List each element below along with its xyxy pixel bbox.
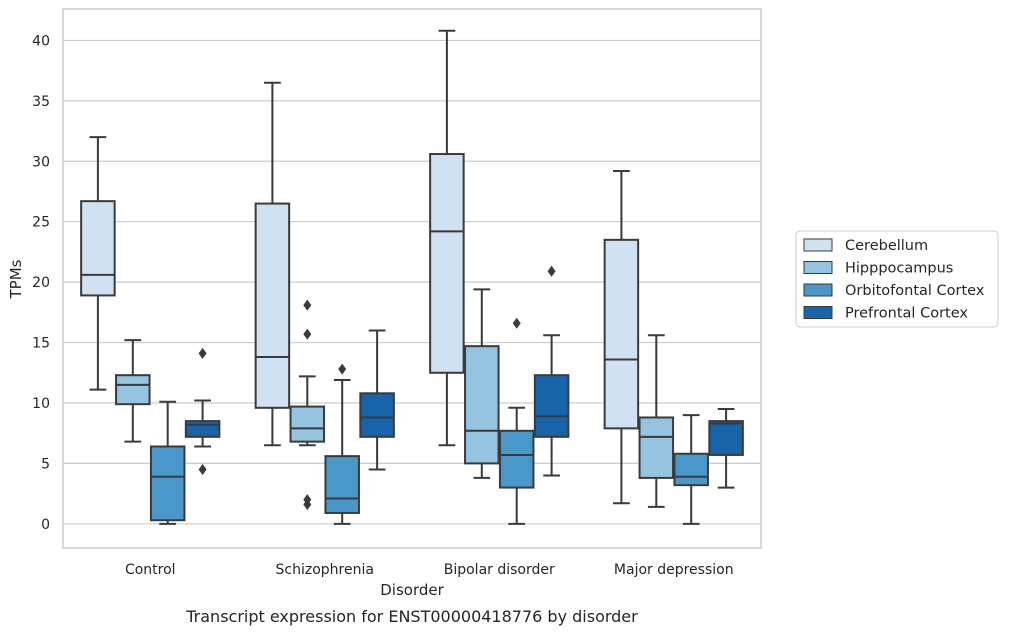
- legend-frame: [795, 230, 999, 328]
- y-axis-title: TPMs: [7, 259, 25, 299]
- plot-frame: [62, 8, 762, 549]
- outlier-point: [512, 317, 521, 329]
- iqr-box: [603, 238, 640, 430]
- legend-swatch: [803, 306, 833, 319]
- y-tick-label: 40: [32, 33, 50, 49]
- iqr-box: [359, 392, 395, 438]
- iqr-box: [464, 345, 500, 465]
- box-3-1: [638, 334, 675, 508]
- y-tick-label: 30: [32, 154, 50, 170]
- box-0-2: [149, 400, 186, 525]
- y-tick-label: 15: [32, 336, 50, 352]
- box-0-1: [115, 339, 151, 443]
- legend: Cerebellum Hipppocampus Orbitofontal Corte…: [795, 230, 999, 328]
- y-tick-label: 5: [41, 456, 50, 472]
- outlier-point: [198, 463, 207, 475]
- box-2-2: [498, 317, 535, 525]
- y-tick-label: 25: [32, 215, 50, 231]
- iqr-box: [533, 374, 570, 438]
- box-1-2: [324, 363, 360, 525]
- x-axis-title: Disorder: [380, 581, 444, 599]
- legend-swatch: [803, 283, 833, 297]
- outlier-point: [547, 265, 556, 277]
- y-tick-labels: 0 5 10 15 20 25 30 35 40: [32, 33, 50, 532]
- iqr-box: [429, 153, 465, 374]
- outlier-point: [303, 299, 312, 311]
- iqr-box: [324, 455, 360, 514]
- y-tick-label: 0: [41, 517, 50, 533]
- iqr-box: [80, 200, 116, 297]
- box-3-2: [673, 414, 709, 525]
- box-1-1: [289, 299, 326, 510]
- box-2-3: [533, 265, 570, 477]
- iqr-box: [254, 202, 291, 409]
- x-tick-label: Schizophrenia: [276, 562, 374, 578]
- chart-caption: Transcript expression for ENST0000041877…: [185, 607, 638, 626]
- box-1-3: [359, 329, 395, 471]
- legend-swatch: [803, 238, 833, 252]
- legend-swatch: [803, 261, 833, 274]
- x-tick-labels: Control Schizophrenia Bipolar disorder Majo…: [125, 562, 734, 578]
- x-tick-label: Major depression: [614, 562, 734, 578]
- iqr-box: [184, 420, 221, 438]
- iqr-box: [638, 416, 675, 479]
- iqr-box: [289, 405, 326, 443]
- outlier-point: [303, 328, 312, 340]
- outlier-point: [303, 498, 312, 510]
- box-0-3: [184, 347, 221, 475]
- iqr-box: [149, 445, 186, 522]
- box-3-3: [708, 408, 744, 489]
- y-tick-label: 35: [32, 94, 50, 110]
- x-tick-label: Bipolar disorder: [444, 562, 555, 578]
- iqr-box: [673, 452, 709, 487]
- box-1-0: [254, 81, 291, 447]
- box-2-1: [464, 288, 500, 479]
- legend-label: Hipppocampus: [845, 261, 953, 277]
- box-0-0: [80, 136, 116, 391]
- iqr-box: [708, 420, 744, 456]
- y-tick-label: 10: [32, 396, 50, 412]
- outlier-point: [338, 363, 347, 375]
- legend-label: Orbitofontal Cortex: [845, 283, 985, 299]
- box-series: [80, 29, 744, 525]
- iqr-box: [115, 374, 151, 406]
- y-tick-label: 20: [32, 275, 50, 291]
- iqr-box: [498, 429, 535, 489]
- legend-label: Prefrontal Cortex: [845, 306, 968, 322]
- box-2-0: [429, 29, 465, 447]
- box-3-0: [603, 169, 640, 505]
- legend-label: Cerebellum: [845, 238, 928, 254]
- x-tick-label: Control: [125, 562, 176, 578]
- outlier-point: [198, 347, 207, 359]
